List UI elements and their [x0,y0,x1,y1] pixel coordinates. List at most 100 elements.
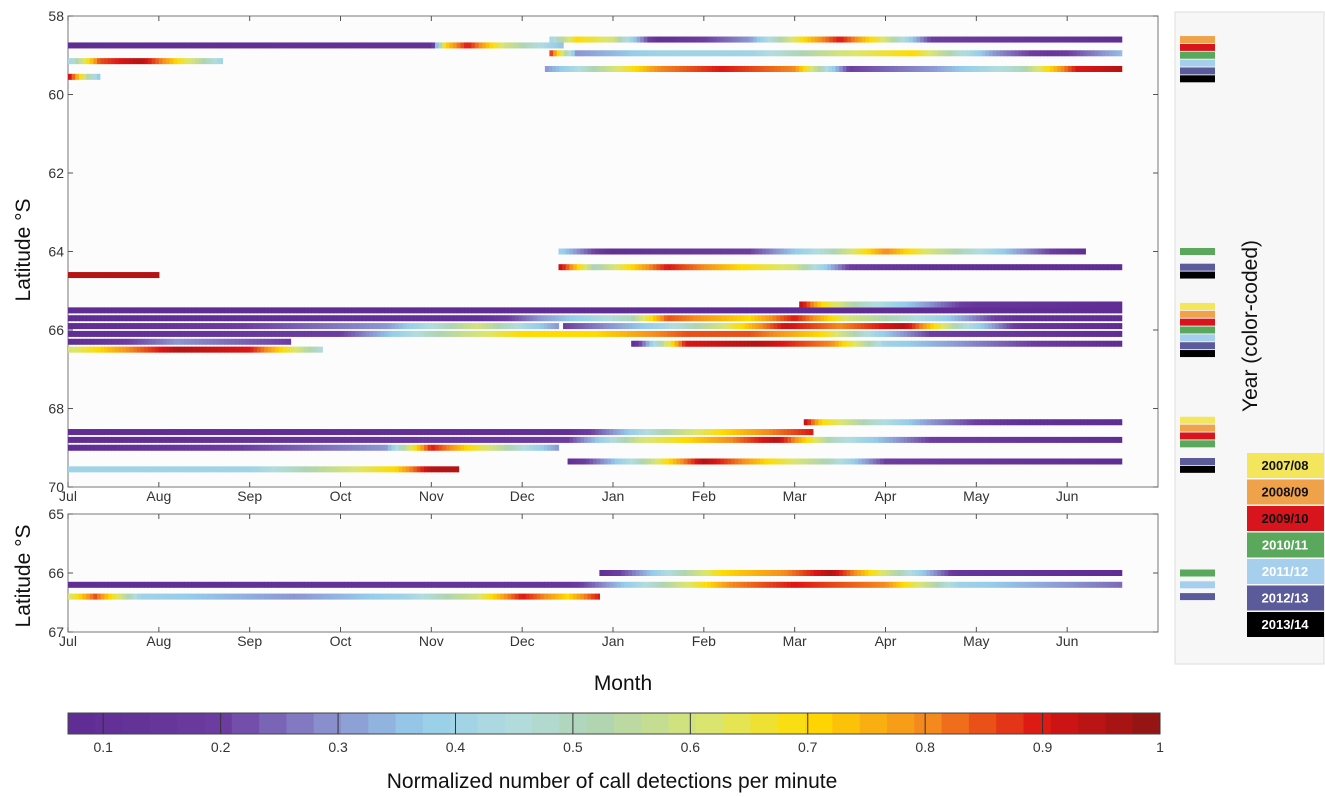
track-segment [1063,264,1068,271]
track-segment [533,330,538,337]
track-segment [663,248,669,255]
track-segment [424,436,429,443]
track-segment [464,330,469,337]
track-segment [642,436,647,443]
track-segment [880,419,885,426]
track-segment [1070,340,1076,347]
track-segment [896,315,901,322]
track-segment [242,581,247,588]
track-segment [89,466,95,473]
track-segment [994,307,999,314]
track-segment [882,570,887,576]
track-segment [907,264,912,271]
track-segment [881,264,887,271]
track-segment [1086,570,1091,576]
track-segment [770,570,775,576]
track-segment [702,36,707,43]
track-segment [921,340,927,347]
track-segment [1099,330,1105,337]
track-segment [818,36,823,43]
track-segment [1086,301,1091,308]
track-segment [594,248,600,255]
colorbar-tick-label: 0.5 [563,739,583,755]
track-segment [122,466,127,473]
track-segment [431,466,436,473]
track-segment [1096,315,1101,322]
track-segment [878,307,883,314]
track-segment [667,581,672,588]
track-segment [554,42,560,49]
track-segment [1078,570,1084,576]
track-segment [1042,323,1047,330]
track-segment [605,330,610,337]
track-segment [978,458,983,465]
track-segment [307,346,313,353]
track-segment [536,323,541,330]
track-segment [1104,570,1109,576]
track-segment [778,50,783,57]
track-segment [904,301,909,308]
track-segment [758,436,763,443]
track-segment [166,581,171,588]
track-segment [691,50,696,57]
track-segment [1060,323,1066,330]
track-segment [253,429,258,436]
track-segment [405,466,411,473]
track-segment [679,323,684,330]
track-segment [300,466,305,473]
track-segment [854,458,859,465]
legend-swatch-2009-10 [1247,506,1324,531]
track-segment [798,436,803,443]
track-segment [594,315,600,322]
track-segment [376,444,382,451]
track-segment [449,436,454,443]
track-segment [890,50,896,57]
track-segment [915,301,920,308]
track-segment [1028,323,1033,330]
year-marker [1180,36,1215,44]
track-segment [562,307,567,314]
track-segment [972,581,977,588]
track-segment [1118,323,1123,330]
colorbar-segment [1132,713,1161,734]
track-segment [438,315,443,322]
track-segment [914,330,919,337]
track-segment [658,458,663,465]
track-segment [304,436,309,443]
track-segment [293,330,298,337]
track-segment [1067,248,1072,255]
track-segment [253,346,258,353]
track-segment [613,264,618,271]
track-segment [947,581,952,588]
track-segment [133,323,138,330]
track-segment [1108,50,1114,57]
track-segment [540,436,545,443]
track-segment [246,429,251,436]
track-segment [758,315,763,322]
track-segment [958,307,963,314]
track-segment [104,429,109,436]
track-segment [107,429,113,436]
track-segment [772,581,778,588]
track-segment [987,330,992,337]
track-segment [709,50,714,57]
track-segment [1111,65,1116,72]
track-segment [649,315,654,322]
track-segment [743,248,749,255]
track-segment [544,65,550,72]
track-segment [329,315,334,322]
track-segment [897,301,902,308]
track-segment [82,338,87,345]
track-segment [948,323,953,330]
track-segment [1088,436,1094,443]
track-segment [767,36,772,43]
track-segment [1101,36,1106,43]
track-segment [587,307,592,314]
track-segment [260,323,265,330]
track-segment [1046,65,1051,72]
track-segment [905,36,910,43]
track-segment [267,466,273,473]
track-segment [1045,436,1050,443]
track-segment [998,436,1003,443]
track-segment [950,307,956,314]
